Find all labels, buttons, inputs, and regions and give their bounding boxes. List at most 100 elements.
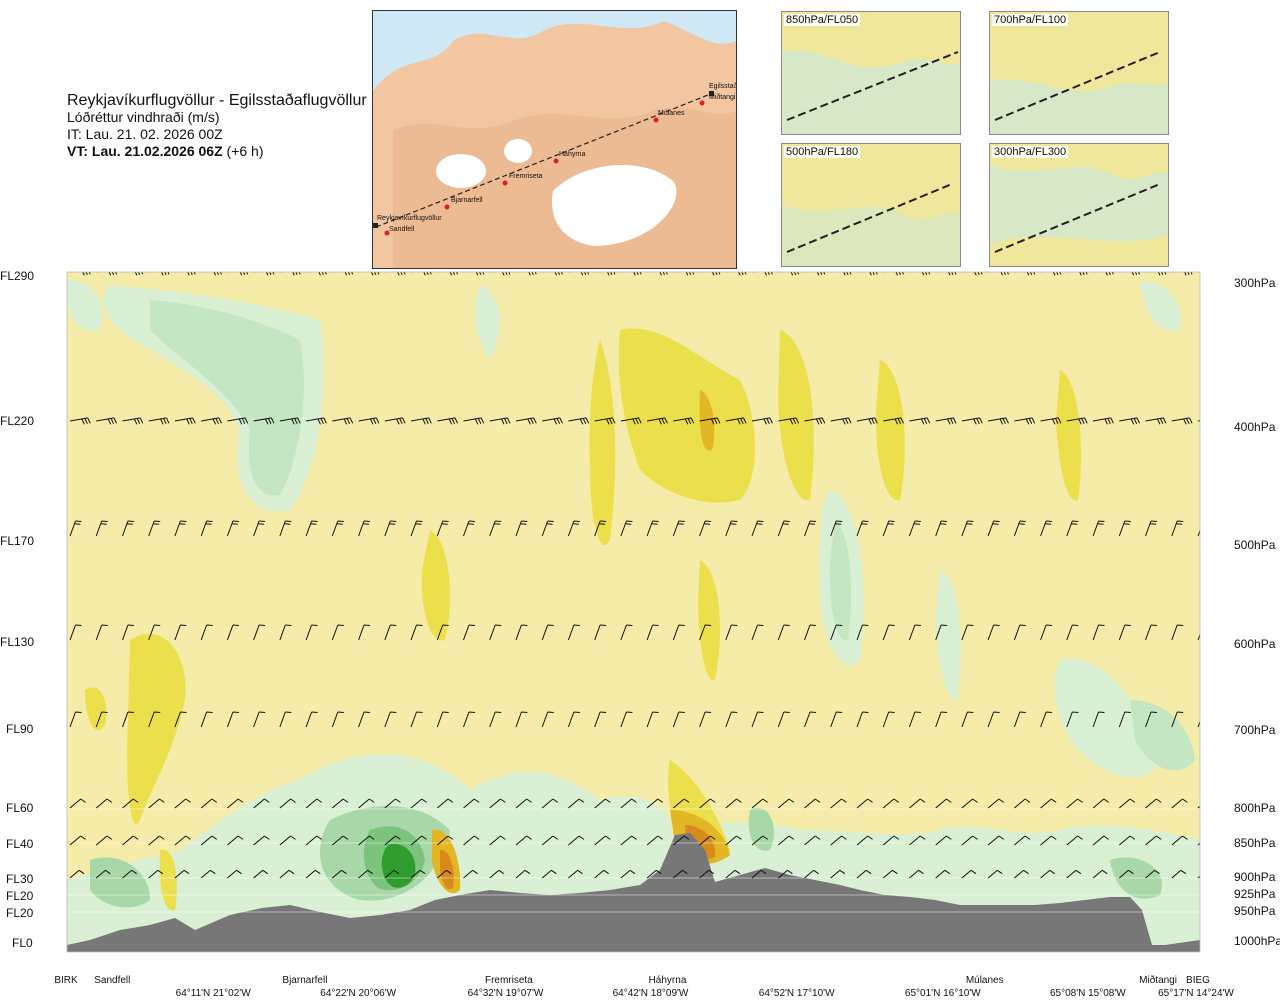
wind-barb — [69, 835, 86, 846]
wind-barb — [725, 869, 741, 879]
wind-barb — [463, 417, 485, 425]
wind-barb — [646, 711, 659, 728]
thumbnail-300hpa[interactable]: 300hPa/FL300 — [989, 143, 1169, 267]
coordinate-label: 64°32'N 19°07'W — [467, 988, 544, 999]
wind-barbs — [69, 272, 1200, 879]
coordinate-label: 65°08'N 15°08'W — [1049, 988, 1126, 999]
wind-barb — [568, 835, 585, 846]
wind-barb — [882, 520, 895, 537]
level-label: FL30 — [6, 872, 34, 886]
wind-barb — [1171, 711, 1184, 728]
wind-barb — [594, 624, 607, 641]
wind-barb — [1092, 869, 1108, 879]
wind-barb — [882, 835, 900, 846]
wind-barb — [305, 798, 322, 809]
wind-barb — [725, 835, 742, 846]
wind-barb — [95, 869, 111, 879]
route-point-label: Fremriseta — [484, 975, 533, 986]
wind-barb — [1014, 835, 1031, 846]
wind-barb — [935, 520, 948, 537]
map-label-bjarnarfell: Bjarnarfell — [451, 197, 483, 204]
wind-barb — [122, 520, 134, 537]
wind-barb — [804, 869, 819, 879]
wind-barb — [122, 798, 139, 809]
wind-barb — [1171, 520, 1184, 537]
terrain-profile — [67, 833, 1200, 952]
route-point-label: Háhyrna — [648, 975, 687, 986]
wind-barb — [95, 798, 113, 809]
wind-barb — [987, 711, 1000, 728]
wind-barb — [856, 798, 873, 809]
wind-barb — [331, 835, 349, 846]
level-label: FL170 — [0, 534, 35, 548]
wind-barb — [410, 798, 427, 809]
thumbnail-500hpa[interactable]: 500hPa/FL180 — [781, 143, 961, 267]
wind-barb — [253, 835, 270, 846]
pressure-label: 300hPa — [1234, 276, 1276, 290]
wind-barb — [174, 520, 187, 537]
wind-barb — [1118, 869, 1134, 879]
wind-barb — [961, 798, 978, 809]
wind-barb — [279, 835, 296, 846]
wind-barb — [672, 798, 690, 809]
wind-barb — [436, 798, 454, 809]
wind-barb — [1145, 711, 1158, 728]
wind-barb — [1118, 798, 1136, 809]
wind-barb — [751, 711, 764, 728]
wind-barb — [804, 711, 817, 728]
wind-barb — [883, 417, 904, 425]
wind-barb — [358, 624, 371, 641]
thumbnail-700hpa-plot — [990, 12, 1168, 134]
thumbnail-850hpa[interactable]: 850hPa/FL050 — [781, 11, 961, 135]
thumbnail-label: 850hPa/FL050 — [784, 14, 861, 26]
wind-barb — [620, 520, 633, 537]
wind-barb — [751, 869, 767, 879]
thumbnail-label: 300hPa/FL300 — [992, 146, 1069, 158]
wind-barb — [279, 417, 301, 425]
thumbnail-700hpa[interactable]: 700hPa/FL100 — [989, 11, 1169, 135]
wind-barb — [830, 798, 847, 809]
wind-barb — [515, 869, 531, 879]
wind-barb — [1014, 869, 1029, 879]
level-label: FL290 — [0, 269, 35, 283]
wind-barb — [226, 624, 239, 641]
map-label-hahyrna: Háhyrna — [559, 151, 586, 158]
wind-barb — [908, 624, 921, 641]
pressure-label: 900hPa — [1234, 870, 1276, 884]
wind-barb — [489, 624, 502, 641]
map-label-midtangi: Miðtangi — [709, 93, 736, 101]
wind-barb — [568, 417, 590, 425]
wind-barb — [69, 417, 91, 425]
valid-offset: (+6 h) — [226, 143, 264, 159]
wind-barb — [647, 417, 668, 425]
wind-barb — [620, 711, 633, 728]
wind-barb — [463, 869, 478, 879]
wind-barb — [436, 869, 452, 879]
wind-barb — [699, 835, 716, 846]
level-label: FL40 — [6, 837, 34, 851]
wind-barb — [279, 869, 295, 879]
wind-barb — [515, 711, 528, 728]
wind-barb — [751, 798, 768, 809]
wind-barb — [69, 869, 85, 879]
wind-barb — [436, 711, 449, 728]
wind-barb — [909, 835, 926, 846]
wind-barb — [856, 624, 869, 641]
wind-barb — [1014, 798, 1031, 809]
wind-barb — [226, 711, 239, 728]
wind-barb — [200, 711, 213, 728]
wind-barb — [620, 869, 636, 879]
wind-barb — [279, 520, 292, 537]
wind-barb — [1066, 869, 1082, 879]
wind-barb — [148, 624, 161, 641]
wind-barb — [148, 835, 165, 846]
wind-barb — [830, 417, 852, 425]
wind-barb — [305, 869, 321, 879]
wind-barb — [620, 417, 642, 425]
wind-barb — [1013, 624, 1026, 641]
issue-time: IT: Lau. 21. 02. 2026 00Z — [67, 126, 223, 142]
pressure-label: 925hPa — [1234, 887, 1276, 901]
wind-barb — [384, 417, 406, 425]
waypoint-bjarnarfell — [444, 204, 450, 210]
pressure-label: 400hPa — [1234, 420, 1276, 434]
